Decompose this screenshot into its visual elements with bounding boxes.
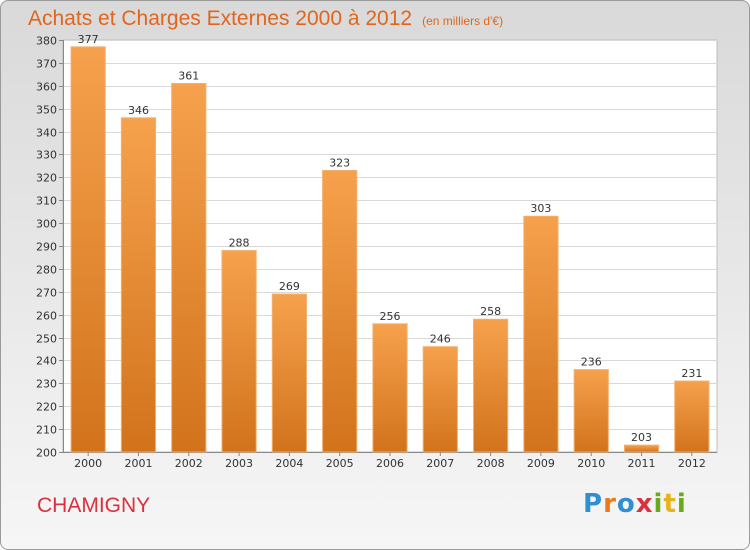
value-label-2007: 246	[430, 333, 451, 346]
bar-2005	[322, 169, 358, 453]
y-tick-label: 340	[36, 127, 57, 140]
logo-letter: i	[676, 489, 687, 519]
logo-letter: o	[616, 489, 636, 519]
value-label-2009: 303	[530, 202, 551, 215]
y-tick-label: 250	[36, 333, 57, 346]
bar-2008	[473, 318, 509, 453]
value-label-2005: 323	[329, 156, 350, 169]
x-tick-label-2004: 2004	[275, 457, 303, 470]
logo-letter: P	[583, 489, 604, 519]
y-tick-label: 310	[36, 195, 57, 208]
bar-2006	[372, 323, 408, 453]
x-tick-label-2005: 2005	[326, 457, 354, 470]
value-label-2008: 258	[480, 305, 501, 318]
chart-unit: (en milliers d'€)	[422, 14, 504, 28]
y-tick-label: 280	[36, 264, 57, 277]
value-label-2010: 236	[581, 356, 602, 369]
y-tick-label: 210	[36, 424, 57, 437]
x-tick-label-2000: 2000	[74, 457, 102, 470]
value-label-2004: 269	[279, 280, 300, 293]
y-tick-label: 240	[36, 355, 57, 368]
y-tick-label: 200	[36, 447, 57, 460]
bar-2012	[674, 380, 710, 453]
bar-2009	[523, 215, 559, 453]
chart-title-text: Achats et Charges Externes 2000 à 2012	[28, 7, 413, 30]
bar-2010	[573, 369, 609, 453]
bar-2007	[422, 346, 458, 453]
y-tick-label: 370	[36, 58, 57, 71]
value-label-2011: 203	[631, 431, 652, 444]
y-tick-label: 360	[36, 81, 57, 94]
y-tick-label: 260	[36, 310, 57, 323]
x-tick-label-2002: 2002	[175, 457, 203, 470]
bar-2002	[171, 82, 207, 453]
y-tick-label: 380	[36, 35, 57, 48]
x-tick-label-2001: 2001	[124, 457, 152, 470]
y-tick-label: 220	[36, 401, 57, 414]
value-label-2002: 361	[178, 69, 199, 82]
y-tick-label: 330	[36, 149, 57, 162]
x-tick-label-2003: 2003	[225, 457, 253, 470]
y-tick-label: 270	[36, 287, 57, 300]
y-tick-label: 350	[36, 104, 57, 117]
proxiti-logo: Proxiti	[583, 489, 687, 519]
x-tick-label-2011: 2011	[628, 457, 656, 470]
bar-2001	[120, 117, 157, 453]
bar-2004	[271, 293, 307, 453]
y-tick-label: 300	[36, 218, 57, 231]
value-label-2012: 231	[681, 367, 702, 380]
x-tick-label-2008: 2008	[477, 457, 505, 470]
value-label-2006: 256	[380, 310, 401, 323]
value-label-2001: 346	[128, 104, 149, 117]
bar-2003	[221, 250, 257, 453]
bar-2000	[70, 46, 106, 453]
commune-name: CHAMIGNY	[37, 494, 151, 517]
x-tick-label-2012: 2012	[678, 457, 706, 470]
x-tick-label-2010: 2010	[577, 457, 605, 470]
y-tick-label: 230	[36, 378, 57, 391]
value-label-2003: 288	[229, 237, 250, 250]
chart-title: Achats et Charges Externes 2000 à 2012 (e…	[28, 7, 503, 31]
x-tick-label-2007: 2007	[426, 457, 454, 470]
logo-letter: x	[635, 489, 654, 519]
bar-2011	[623, 444, 660, 453]
x-tick-label-2009: 2009	[527, 457, 555, 470]
x-tick-label-2006: 2006	[376, 457, 404, 470]
logo-letter: i	[653, 489, 664, 519]
y-tick-label: 290	[36, 241, 57, 254]
logo-letter: t	[663, 489, 677, 519]
y-tick-label: 320	[36, 172, 57, 185]
value-label-2000: 377	[78, 33, 99, 46]
logo-letter: r	[603, 489, 617, 519]
